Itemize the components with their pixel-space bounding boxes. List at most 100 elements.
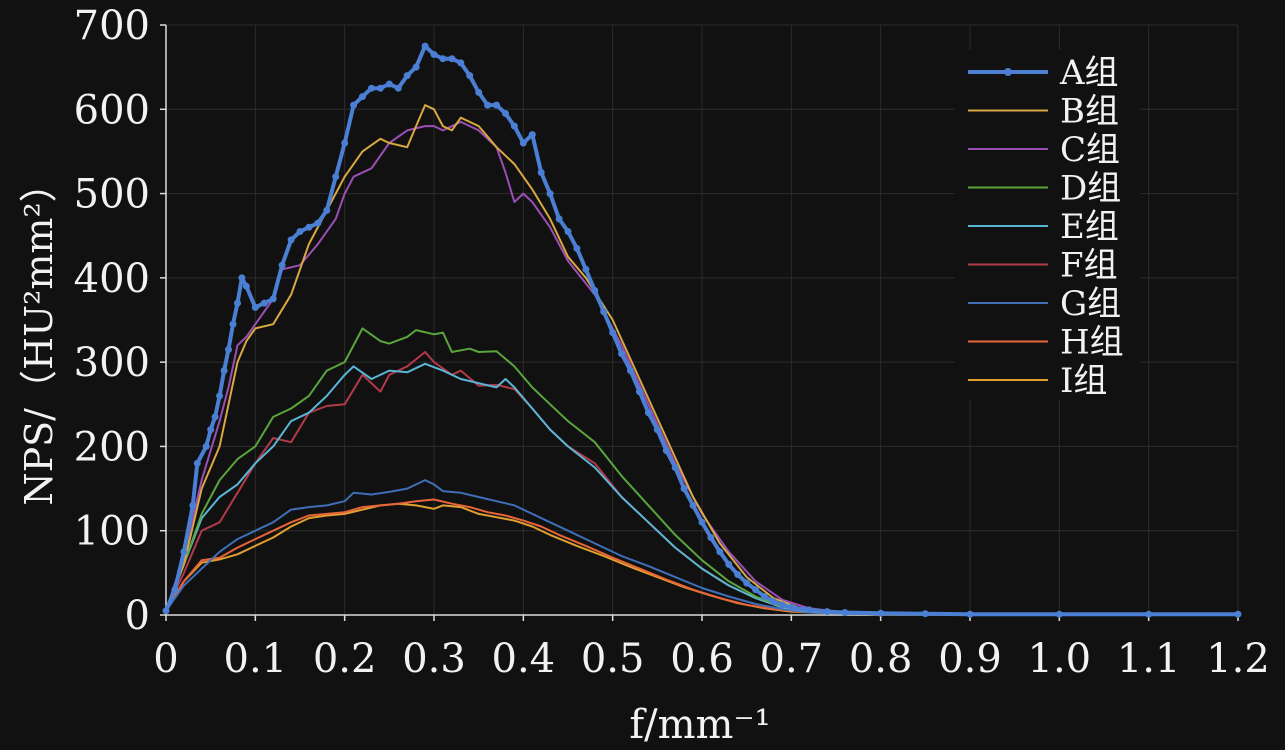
series-point [180,548,188,556]
series-point [707,534,715,541]
series-line-2 [165,104,1239,616]
series-point [207,426,215,434]
legend-label: I组 [1060,361,1107,401]
series-point [671,464,679,471]
x-tick-label: 1.2 [1206,636,1270,682]
series-point [627,367,634,375]
series-point [296,228,304,235]
series-line-7 [165,479,1239,616]
series-point [761,593,768,600]
series-point [1055,610,1063,618]
series-point [662,447,670,455]
series-point [162,607,170,615]
series-point [202,442,210,450]
legend-label: G组 [1060,284,1121,324]
series-point [350,101,358,109]
y-tick-label: 400 [74,256,150,302]
series-point [716,548,724,556]
series-point [966,610,974,618]
series-point [805,606,813,614]
series-point [211,413,219,421]
series-point [225,346,232,353]
legend-label: H组 [1060,323,1124,363]
legend-label: D组 [1060,169,1121,209]
series-point [770,598,777,605]
series-point [1145,610,1153,618]
series-point [238,274,246,282]
x-tick-label: 0.4 [492,636,556,682]
series-point [269,295,277,303]
x-tick-label: 0.6 [670,636,734,682]
series-point [403,72,411,80]
y-tick-label: 300 [74,340,150,386]
legend-label: F组 [1060,246,1118,286]
series-point [229,320,237,328]
series-point [618,350,626,358]
series-point [359,93,366,101]
series-point [278,261,286,269]
y-tick-label: 0 [125,593,150,639]
series-point [260,299,268,307]
series-point [698,518,706,526]
series-point [493,101,500,109]
series-point [787,603,795,611]
legend-label: E组 [1060,207,1119,247]
series-point [394,84,402,92]
series-point [193,459,201,467]
series-point [591,287,599,294]
series-point [242,282,250,290]
x-tick-label: 0 [153,636,178,682]
x-tick-label: 0.5 [581,636,645,682]
series-point [220,367,228,375]
series-point [725,560,733,568]
legend-marker [1004,68,1012,76]
series-point [823,608,831,616]
x-tick-label: 0.8 [849,636,913,682]
series-point [519,139,527,147]
series-point [234,299,241,307]
series-lines [162,42,1242,618]
series-line-3 [165,120,1239,616]
series-point [484,101,492,109]
legend-label: B组 [1060,92,1119,132]
series-point [555,215,563,223]
series-point [385,80,393,88]
y-tick-label: 600 [74,87,150,133]
series-point [573,244,581,252]
y-tick-label: 200 [74,424,150,470]
series-line-5 [165,362,1239,616]
series-point [778,601,786,609]
series-point [680,485,688,493]
series-point [251,303,259,311]
series-point [600,308,608,316]
series-point [877,609,885,617]
series-line-8 [165,498,1239,616]
x-tick-label: 0.9 [938,636,1002,682]
series-point [421,42,429,50]
y-tick-label: 700 [74,3,150,49]
series-point [412,63,420,71]
series-point [305,223,313,231]
series-point [216,392,224,400]
series-point [332,173,340,181]
series-point [189,501,197,509]
series-point [314,219,322,227]
x-axis-title: f/mm⁻¹ [629,702,770,748]
series-point [653,426,661,434]
y-tick-label: 100 [74,509,150,555]
legend-label: C组 [1060,130,1120,170]
series-point [582,265,590,273]
series-point [368,84,375,92]
y-axis-title: NPS/（HU²mm²） [17,164,61,505]
x-tick-label: 0.2 [313,636,377,682]
x-tick-label: 1.0 [1028,636,1092,682]
series-point [475,88,483,96]
series-point [689,501,697,509]
legend-label: A组 [1059,53,1119,93]
series-point [323,206,331,214]
series-point [644,409,652,417]
series-point [466,72,474,80]
series-point [564,228,572,235]
